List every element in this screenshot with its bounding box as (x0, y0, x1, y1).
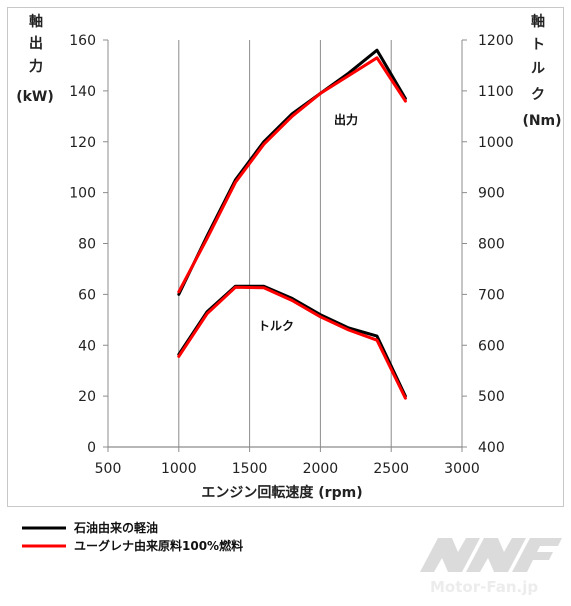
x-tick-label: 3000 (444, 461, 480, 477)
right-axis-title-line: (Nm) (522, 113, 561, 129)
x-tick-label: 2500 (373, 461, 409, 477)
right-tick-label: 600 (478, 338, 505, 354)
right-axis-title-line: ク (531, 87, 545, 103)
right-tick-label: 1100 (478, 84, 514, 100)
left-axis-title-line: 出 (29, 35, 43, 52)
series-layer (177, 48, 407, 400)
chart-frame (7, 7, 564, 507)
right-tick-label: 1200 (478, 33, 514, 49)
right-tick-label: 500 (478, 389, 505, 405)
grid-layer (107, 40, 463, 447)
annotation-torque: トルク (258, 319, 294, 333)
annotation-power: 出力 (334, 112, 358, 127)
right-tick-label: 1000 (478, 135, 514, 151)
right-axis-title-line: ト (531, 37, 545, 53)
series-line-diesel-power (177, 48, 407, 296)
right-axis-title-line: 軸 (531, 13, 545, 30)
left-tick-label: 60 (78, 287, 96, 303)
left-tick-label: 140 (69, 84, 96, 100)
left-tick-label: 0 (87, 440, 96, 456)
right-tick-label: 700 (478, 287, 505, 303)
motor-fan-logo: Motor-Fan.jp (420, 538, 562, 596)
right-tick-label: 400 (478, 440, 505, 456)
left-tick-label: 120 (69, 135, 96, 151)
right-axis-title-line: ル (531, 61, 545, 77)
watermark-text: Motor-Fan.jp (430, 578, 538, 596)
series-line-diesel-torque (177, 284, 407, 398)
left-axis-title-line: 軸 (29, 13, 43, 30)
left-tick-label: 20 (78, 389, 96, 405)
right-tick-label: 800 (478, 237, 505, 253)
axis-layer: 0 20 40 60 80 100 120 140 160 400 500 600 700 800 900 1… (69, 33, 513, 477)
left-tick-label: 160 (69, 33, 96, 49)
right-tick-label: 900 (478, 186, 505, 202)
legend-label: ユーグレナ由来原料100%燃料 (74, 538, 243, 553)
x-tick-label: 1500 (232, 461, 268, 477)
left-axis-title-line: (kW) (16, 89, 54, 105)
series-line-euglena-torque (177, 285, 407, 400)
left-axis-title-line: 力 (29, 58, 43, 75)
left-tick-label: 100 (69, 186, 96, 202)
series-line-euglena-power (177, 56, 407, 294)
left-tick-label: 80 (78, 237, 96, 253)
x-tick-label: 1000 (161, 461, 197, 477)
x-tick-label: 2000 (303, 461, 339, 477)
x-tick-label: 500 (95, 461, 122, 477)
x-axis-title: エンジン回転速度 (rpm) (201, 484, 362, 501)
legend-label: 石油由来の軽油 (73, 520, 158, 535)
left-tick-label: 40 (78, 338, 96, 354)
